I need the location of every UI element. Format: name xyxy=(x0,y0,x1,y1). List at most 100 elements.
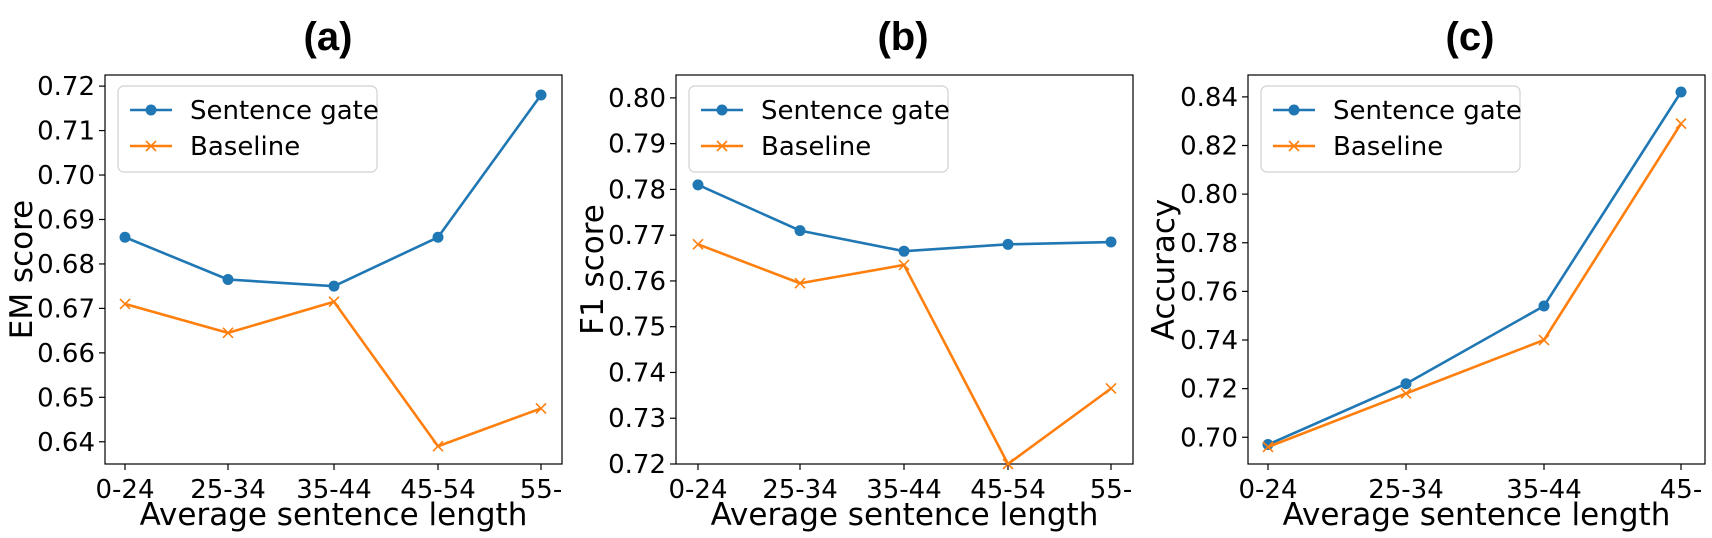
data-point xyxy=(1400,378,1412,390)
marker-stroke xyxy=(1400,387,1412,400)
y-tick-label: 0.70 xyxy=(1180,423,1238,453)
chart-panel-1: (a) 0.64 0.65 0.66 0.67 0.68 0.69 0.70 0.71 0.72 0… xyxy=(4,15,563,533)
data-point xyxy=(1262,441,1274,453)
data-point xyxy=(222,327,234,339)
data-point xyxy=(794,225,806,237)
y-tick-label: 0.64 xyxy=(37,428,95,458)
marker-stroke xyxy=(1002,458,1014,470)
marker-stroke xyxy=(1105,382,1117,395)
marker-stroke xyxy=(328,296,340,308)
series-line xyxy=(124,300,542,448)
panel-title: (a) xyxy=(304,15,353,59)
plot-frame xyxy=(1247,74,1706,465)
x-tick-label: 45- xyxy=(1660,475,1702,505)
y-tick-label: 0.68 xyxy=(37,250,95,280)
series-sentence-gate xyxy=(692,179,1117,257)
series-line xyxy=(697,243,1112,466)
x-tick-label: 25-34 xyxy=(1368,475,1444,505)
x-tick-label: 55- xyxy=(520,475,562,505)
y-tick-label: 0.67 xyxy=(37,294,95,324)
marker-stroke xyxy=(432,440,444,452)
panel-title: (b) xyxy=(877,15,928,59)
y-tick-label: 0.65 xyxy=(37,383,95,413)
y-tick-label: 0.80 xyxy=(608,84,666,114)
series-sentence-gate xyxy=(1262,86,1687,451)
legend-marker xyxy=(1288,140,1300,152)
series-baseline xyxy=(1262,118,1687,453)
legend-box xyxy=(688,85,949,173)
x-tick-label: 45-54 xyxy=(400,475,476,505)
x-tick-label: 45-54 xyxy=(970,475,1046,505)
y-axis-label: F1 score xyxy=(575,204,611,335)
y-tick-label: 0.72 xyxy=(608,450,666,480)
data-point xyxy=(1538,334,1550,346)
data-point xyxy=(119,231,131,243)
series-line xyxy=(1267,122,1683,449)
marker-stroke xyxy=(898,259,910,271)
y-tick-label: 0.84 xyxy=(1180,83,1238,113)
data-point xyxy=(432,440,444,452)
data-point xyxy=(692,238,704,250)
legend-box xyxy=(1260,85,1521,173)
data-point xyxy=(1002,238,1014,250)
y-tick-label: 0.70 xyxy=(37,161,95,191)
data-point xyxy=(328,296,340,308)
legend-label: Baseline xyxy=(1333,132,1443,162)
marker-stroke xyxy=(119,298,131,310)
series-sentence-gate xyxy=(119,89,547,292)
x-tick-label: 0-24 xyxy=(1238,475,1297,505)
y-tick-label: 0.72 xyxy=(37,72,95,102)
data-point xyxy=(898,245,910,257)
legend-label: Sentence gate xyxy=(190,96,379,126)
y-tick-label: 0.66 xyxy=(37,339,95,369)
legend: Sentence gate Baseline xyxy=(117,85,379,173)
y-tick-label: 0.76 xyxy=(608,267,666,297)
data-point xyxy=(692,179,704,191)
y-tick-label: 0.82 xyxy=(1180,132,1238,162)
data-point xyxy=(1400,387,1412,400)
marker-stroke xyxy=(222,327,234,339)
y-tick-label: 0.75 xyxy=(608,313,666,343)
y-tick-label: 0.77 xyxy=(608,221,666,251)
y-tick-label: 0.74 xyxy=(1180,326,1238,356)
y-tick-label: 0.72 xyxy=(1180,375,1238,405)
x-tick-label: 35-44 xyxy=(296,475,372,505)
x-axis-label: Average sentence length xyxy=(140,497,528,533)
x-tick-label: 25-34 xyxy=(762,475,838,505)
panel-title: (c) xyxy=(1446,15,1495,59)
marker-stroke xyxy=(794,277,806,289)
legend-box xyxy=(117,85,378,173)
chart-panel-3: (c) 0.70 0.72 0.74 0.76 0.78 0.80 0.82 0.84 0-24 2… xyxy=(1146,15,1706,533)
data-point xyxy=(535,89,547,101)
marker-stroke xyxy=(1262,441,1274,453)
x-axis-label: Average sentence length xyxy=(711,497,1099,533)
y-tick-label: 0.76 xyxy=(1180,277,1238,307)
data-point xyxy=(432,231,444,243)
data-point xyxy=(119,298,131,310)
x-tick-label: 55- xyxy=(1090,475,1132,505)
legend-marker xyxy=(145,104,157,116)
y-tick-label: 0.71 xyxy=(37,117,95,147)
series-baseline xyxy=(119,296,547,452)
y-tick-label: 0.79 xyxy=(608,130,666,160)
data-point xyxy=(1105,382,1117,395)
data-point xyxy=(328,280,340,292)
marker-stroke xyxy=(535,402,547,414)
legend-label: Sentence gate xyxy=(1333,96,1522,126)
data-point xyxy=(222,274,234,286)
x-tick-label: 0-24 xyxy=(95,475,154,505)
y-tick-label: 0.74 xyxy=(608,358,666,388)
x-axis-label: Average sentence length xyxy=(1283,497,1671,533)
x-tick-label: 35-44 xyxy=(1506,475,1582,505)
marker-stroke xyxy=(1675,118,1687,130)
data-point xyxy=(1105,236,1117,248)
y-axis-label: Accuracy xyxy=(1146,199,1182,341)
legend: Sentence gate Baseline xyxy=(1260,85,1522,173)
y-tick-label: 0.80 xyxy=(1180,180,1238,210)
marker-stroke xyxy=(692,238,704,250)
data-point xyxy=(1538,300,1550,312)
data-point xyxy=(794,277,806,289)
series-line xyxy=(697,183,1112,253)
y-tick-label: 0.78 xyxy=(608,175,666,205)
legend-label: Sentence gate xyxy=(761,96,950,126)
